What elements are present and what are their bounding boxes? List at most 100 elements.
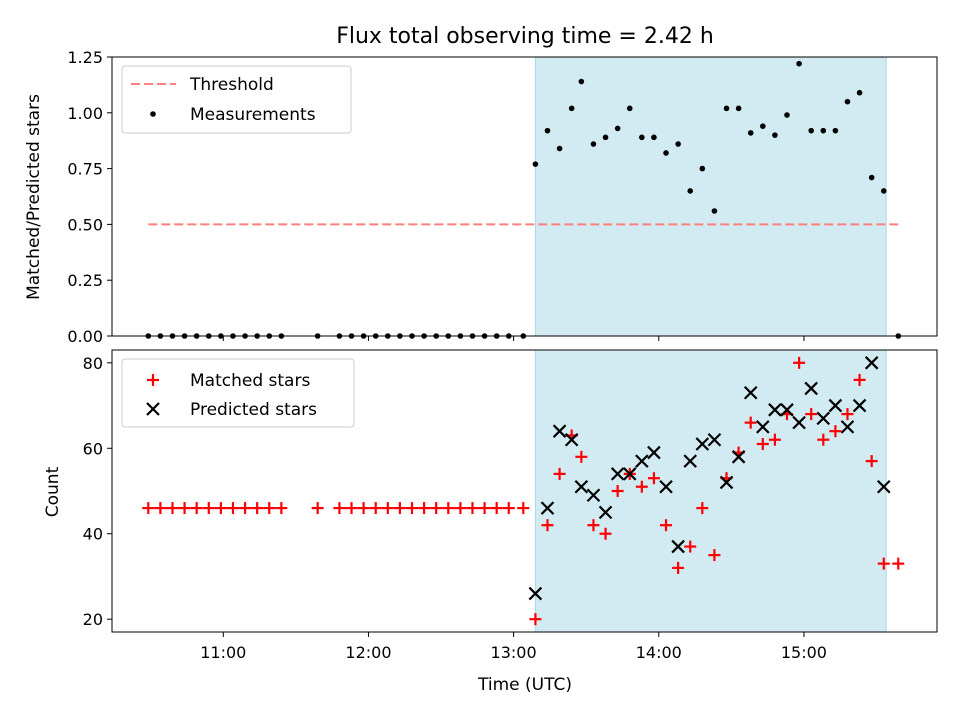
matched-star-point (190, 502, 203, 515)
predicted-star-point (695, 437, 710, 451)
measurement-point (687, 188, 694, 194)
legend-predicted-label: Predicted stars (190, 400, 317, 420)
matched-star-point (357, 502, 370, 515)
matched-star-point (587, 519, 600, 532)
matched-star-point (529, 613, 542, 626)
predicted-star-point (647, 445, 661, 460)
predicted-star-point (528, 586, 543, 601)
measurement-point (711, 208, 718, 214)
matched-star-point (708, 549, 721, 562)
matched-star-point (381, 502, 394, 515)
x-tick-label: 14:00 (636, 643, 682, 662)
predicted-star-point (622, 467, 637, 481)
matched-star-point (345, 502, 358, 515)
predicted-star-point (804, 381, 818, 396)
bottom-panel-y-axis-label: Count (43, 466, 63, 517)
matched-star-point (311, 502, 324, 515)
y-tick-label: 80 (83, 354, 103, 373)
observing-window (534, 56, 887, 337)
bottom-panel-y-ticks: 20 40 60 80 (83, 354, 112, 629)
matched-star-point (369, 502, 382, 515)
predicted-star-point (659, 479, 673, 494)
y-tick-label: 1.25 (67, 48, 103, 67)
legend-matched-label: Matched stars (190, 371, 310, 391)
matched-star-point (263, 502, 276, 515)
measurement-point (868, 174, 875, 181)
measurement-point (614, 125, 621, 132)
predicted-star-point (864, 356, 879, 370)
bottom-panel-shaded-region (534, 349, 887, 633)
predicted-star-point (719, 475, 734, 490)
matched-star-point (239, 502, 252, 515)
top-panel-frame (111, 56, 938, 337)
top-panel-x-ticks (222, 336, 805, 341)
measurement-point (735, 105, 742, 112)
predicted-star-point (731, 450, 746, 464)
matched-star-point (684, 540, 697, 553)
predicted-star-point (683, 454, 698, 468)
measurement-point (578, 78, 585, 85)
predicted-star-point (564, 432, 579, 447)
matched-star-point (490, 502, 503, 515)
matched-star-point (599, 527, 612, 540)
measurement-point (651, 134, 657, 141)
predicted-star-point (792, 415, 806, 430)
matched-star-point (478, 502, 491, 515)
bottom-panel-x-ticks: 11:00 12:00 13:00 14:00 15:00 (200, 632, 827, 662)
bottom-panel-legend: Matched stars Predicted stars (121, 358, 355, 428)
legend-box (121, 358, 355, 428)
predicted-star-point (840, 420, 855, 434)
matched-star-point (575, 450, 588, 463)
matched-star-point (865, 455, 878, 468)
matched-star-point (647, 472, 660, 485)
measurement-point (544, 127, 551, 134)
matched-star-point (635, 480, 648, 493)
matched-star-point (226, 502, 239, 515)
matched-star-point (333, 502, 346, 515)
measurement-point (832, 127, 839, 134)
x-tick-label: 15:00 (781, 643, 827, 662)
matched-star-point (877, 557, 890, 570)
measurement-point (556, 145, 563, 152)
matched-star-point (142, 502, 155, 515)
measurement-point (880, 188, 887, 194)
legend-measurements-label: Measurements (190, 105, 316, 125)
measurement-point (590, 141, 597, 147)
matched-star-point (442, 502, 455, 515)
matched-star-point (393, 502, 406, 515)
measurement-point (772, 132, 778, 138)
measurement-point (568, 105, 575, 112)
matched-star-point (756, 438, 769, 450)
predicted-star-point (852, 398, 867, 413)
legend-threshold-label: Threshold (189, 75, 274, 95)
top-panel-y-axis-label: Matched/Predicted stars (24, 94, 44, 300)
predicted-star-point (635, 454, 649, 468)
top-panel-shaded-region (534, 56, 887, 337)
predicted-star-point (586, 488, 601, 503)
measurement-point (747, 130, 754, 136)
top-panel-title: Flux total observing time = 2.42 h (336, 24, 714, 49)
x-tick-label: 11:00 (200, 643, 246, 662)
predicted-star-point (780, 403, 794, 417)
predicted-star-point (876, 479, 891, 494)
observing-window (534, 349, 887, 633)
predicted-star-point (756, 420, 770, 434)
predicted-star-point (552, 424, 567, 438)
y-tick-label: 0.75 (67, 160, 103, 179)
top-panel-legend: Threshold Measurements (121, 65, 352, 134)
x-axis-label: Time (UTC) (477, 675, 572, 695)
matched-star-point (251, 502, 264, 515)
predicted-star-point (828, 398, 843, 413)
y-tick-label: 1.00 (67, 104, 103, 123)
measurement-point (699, 165, 706, 172)
matched-star-point (660, 519, 673, 532)
matched-star-point (853, 373, 866, 386)
measurement-point (639, 134, 645, 141)
matched-star-point (454, 502, 467, 515)
measurement-point (723, 105, 730, 112)
matched-star-point (805, 408, 818, 421)
matched-star-point (517, 502, 530, 515)
predicted-star-point (816, 411, 831, 426)
matched-star-point (817, 433, 830, 446)
matched-star-point (466, 502, 479, 515)
